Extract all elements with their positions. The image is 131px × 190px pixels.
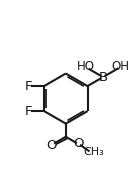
Text: F: F — [25, 105, 32, 118]
Text: O: O — [74, 137, 84, 150]
Text: HO: HO — [77, 60, 94, 74]
Text: O: O — [46, 139, 57, 152]
Text: OH: OH — [112, 60, 130, 74]
Text: B: B — [99, 71, 108, 84]
Text: F: F — [25, 80, 32, 93]
Text: CH₃: CH₃ — [84, 147, 104, 157]
